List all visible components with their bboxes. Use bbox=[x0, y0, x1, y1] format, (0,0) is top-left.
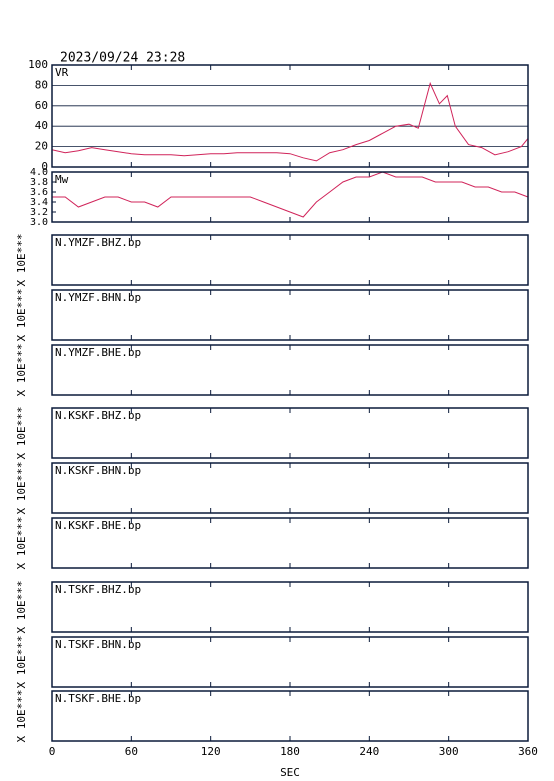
panel-frame bbox=[51, 690, 529, 742]
panel-frame bbox=[51, 462, 529, 514]
y-tick-label: 4.0 bbox=[30, 167, 48, 178]
figure-title: 2023/09/24 23:28 bbox=[60, 51, 185, 66]
panel-frame bbox=[51, 64, 529, 168]
panel-label: N.TSKF.BHN.bp bbox=[55, 638, 141, 651]
panel-label: N.TSKF.BHZ.bp bbox=[55, 583, 141, 596]
y-axis-label: X 10E*** bbox=[15, 289, 28, 342]
y-tick-label: 20 bbox=[35, 140, 48, 153]
panel-frame bbox=[51, 581, 529, 633]
y-tick-label: 3.2 bbox=[30, 207, 48, 218]
y-tick-label: 3.6 bbox=[30, 187, 48, 198]
series-line bbox=[52, 171, 529, 218]
panel-label: N.TSKF.BHE.bp bbox=[55, 692, 141, 705]
x-axis-label: SEC bbox=[280, 766, 300, 779]
y-tick-label: 80 bbox=[35, 78, 48, 91]
panel-label: N.YMZF.BHE.bp bbox=[55, 346, 141, 359]
y-axis-label: X 10E*** bbox=[15, 234, 28, 287]
y-axis-label: X 10E*** bbox=[15, 407, 28, 460]
y-tick-label: 3.0 bbox=[30, 217, 48, 228]
x-tick-label: 0 bbox=[49, 745, 56, 758]
panel-label: N.KSKF.BHE.bp bbox=[55, 519, 141, 532]
y-axis-label: X 10E*** bbox=[15, 462, 28, 515]
panel-label: N.YMZF.BHN.bp bbox=[55, 291, 141, 304]
y-axis-label: X 10E*** bbox=[15, 636, 28, 689]
panel-frame bbox=[51, 171, 529, 223]
series-line bbox=[51, 81, 529, 162]
y-tick-label: 0 bbox=[41, 160, 48, 173]
y-axis-label: X 10E*** bbox=[15, 517, 28, 570]
y-axis-label: X 10E*** bbox=[15, 581, 28, 634]
panel-label: N.KSKF.BHN.bp bbox=[55, 464, 141, 477]
y-axis-label: X 10E*** bbox=[15, 344, 28, 397]
y-tick-label: 40 bbox=[35, 119, 48, 132]
x-tick-label: 360 bbox=[518, 745, 538, 758]
panel-frame bbox=[51, 407, 529, 459]
x-tick-label: 300 bbox=[439, 745, 459, 758]
panel-frame bbox=[51, 289, 529, 341]
panel-frame bbox=[51, 517, 529, 569]
panel-frame bbox=[51, 344, 529, 396]
panel-frame bbox=[51, 234, 529, 286]
y-tick-label: 3.4 bbox=[30, 197, 48, 208]
panel-label: N.YMZF.BHZ.bp bbox=[55, 236, 141, 249]
y-axis-label: X 10E*** bbox=[15, 690, 28, 743]
panel-frame bbox=[51, 636, 529, 688]
x-tick-label: 120 bbox=[201, 745, 221, 758]
y-tick-label: 100 bbox=[28, 58, 48, 71]
y-tick-label: 3.8 bbox=[30, 177, 48, 188]
panel-label: VR bbox=[55, 66, 69, 79]
x-tick-label: 240 bbox=[359, 745, 379, 758]
y-tick-label: 60 bbox=[35, 99, 48, 112]
panel-label: N.KSKF.BHZ.bp bbox=[55, 409, 141, 422]
panel-label: Mw bbox=[55, 173, 69, 186]
x-tick-label: 60 bbox=[125, 745, 138, 758]
x-tick-label: 180 bbox=[280, 745, 300, 758]
